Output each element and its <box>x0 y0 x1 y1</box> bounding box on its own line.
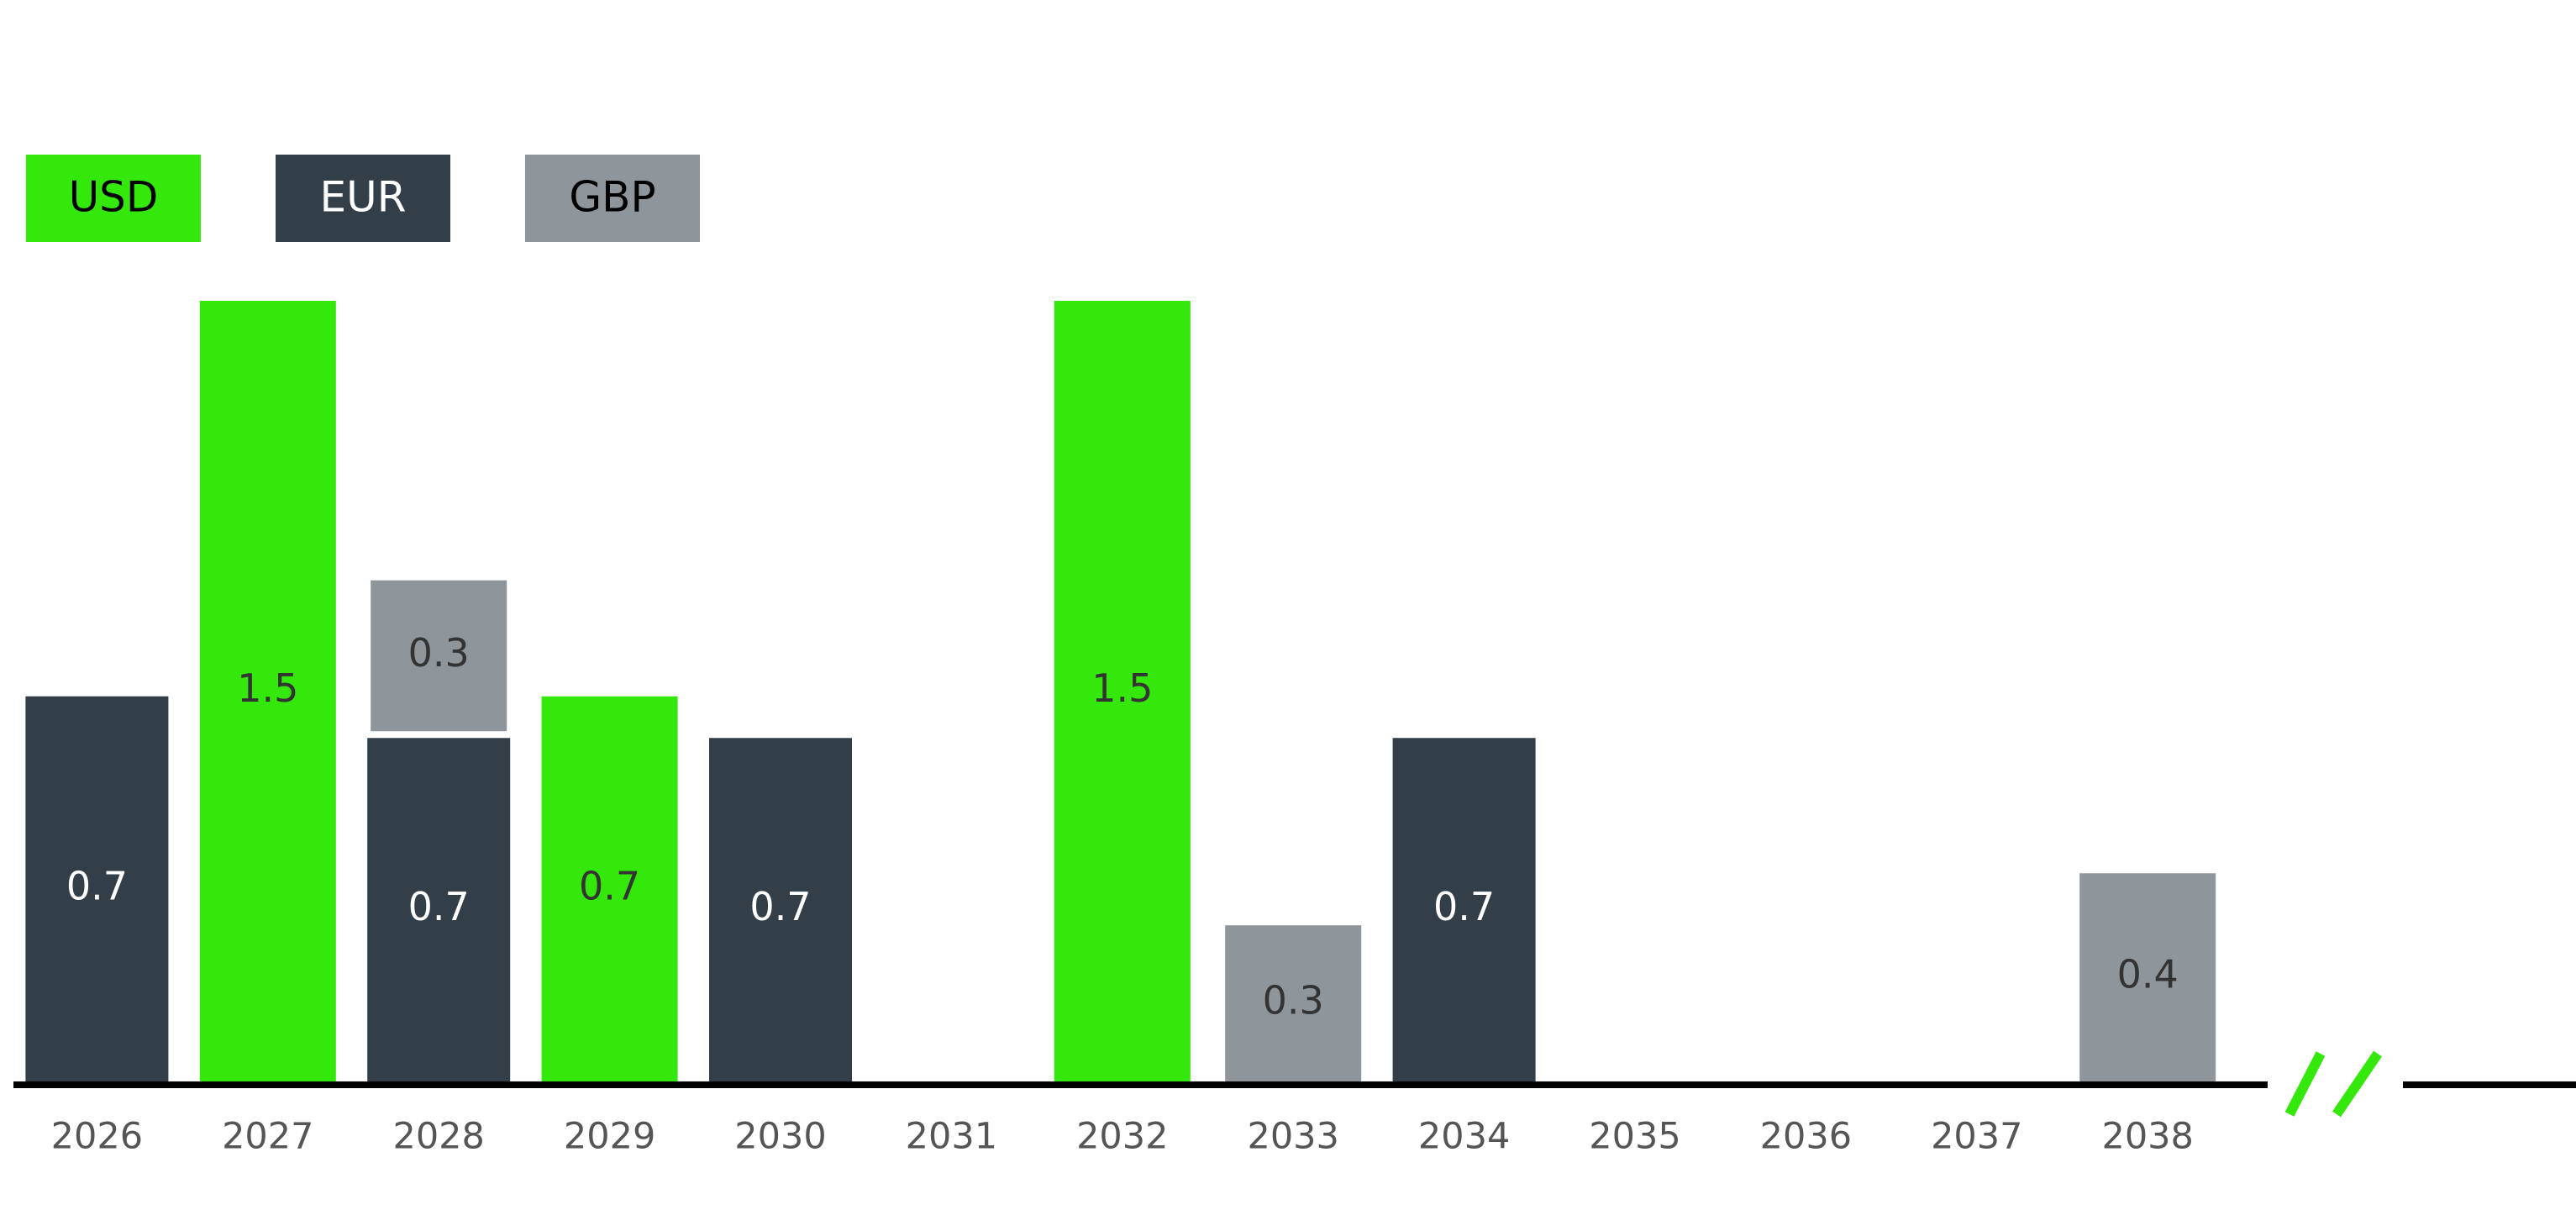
axis-break <box>2332 1050 2382 1118</box>
legend-swatch <box>276 155 450 242</box>
x-axis <box>13 1050 2576 1118</box>
x-tick-label: 2038 <box>2101 1116 2193 1158</box>
plot-area: 2026 0.7 2027 1.5 2028 0.7 0.3 2029 0.7 2030 0.7 20… <box>25 301 2216 1158</box>
data-label: 0.7 <box>579 863 640 908</box>
bar <box>2079 873 2216 1081</box>
data-label: 0.7 <box>408 884 470 929</box>
data-label: 0.7 <box>749 884 811 929</box>
x-tick-label: 2027 <box>222 1116 313 1158</box>
x-tick-label: 2034 <box>1418 1116 1510 1158</box>
data-label: 1.5 <box>1091 666 1153 711</box>
bar <box>367 738 511 1081</box>
x-tick-label: 2036 <box>1760 1116 1852 1158</box>
legend-swatch <box>26 155 201 242</box>
bar <box>1225 925 1362 1081</box>
x-tick-label: 2030 <box>734 1116 826 1158</box>
legend-label: EUR <box>320 173 407 222</box>
legend: USD EUR GBP <box>26 155 700 242</box>
bar <box>1054 301 1191 1081</box>
legend-label: USD <box>69 173 159 222</box>
x-tick-label: 2029 <box>564 1116 655 1158</box>
data-label: 0.4 <box>2117 952 2179 997</box>
x-tick-label: 2033 <box>1247 1116 1338 1158</box>
data-label: 0.7 <box>66 863 128 908</box>
bar <box>709 738 852 1081</box>
x-tick-label: 2035 <box>1589 1116 1680 1158</box>
x-tick-label: 2031 <box>906 1116 997 1158</box>
x-tick-label: 2026 <box>51 1116 143 1158</box>
data-label: 0.3 <box>408 630 470 676</box>
bar <box>541 696 678 1081</box>
bar <box>1392 738 1536 1081</box>
x-tick-label: 2037 <box>1931 1116 2022 1158</box>
data-label: 1.5 <box>237 666 298 711</box>
data-label: 0.7 <box>1433 884 1495 929</box>
bar <box>371 580 507 732</box>
legend-label: GBP <box>569 173 655 222</box>
x-tick-label: 2032 <box>1076 1116 1168 1158</box>
x-tick-label: 2028 <box>392 1116 484 1158</box>
axis-break <box>2284 1051 2326 1117</box>
bar <box>199 301 336 1081</box>
data-label: 0.3 <box>1263 978 1324 1023</box>
legend-swatch <box>525 155 700 242</box>
bar <box>25 696 169 1081</box>
